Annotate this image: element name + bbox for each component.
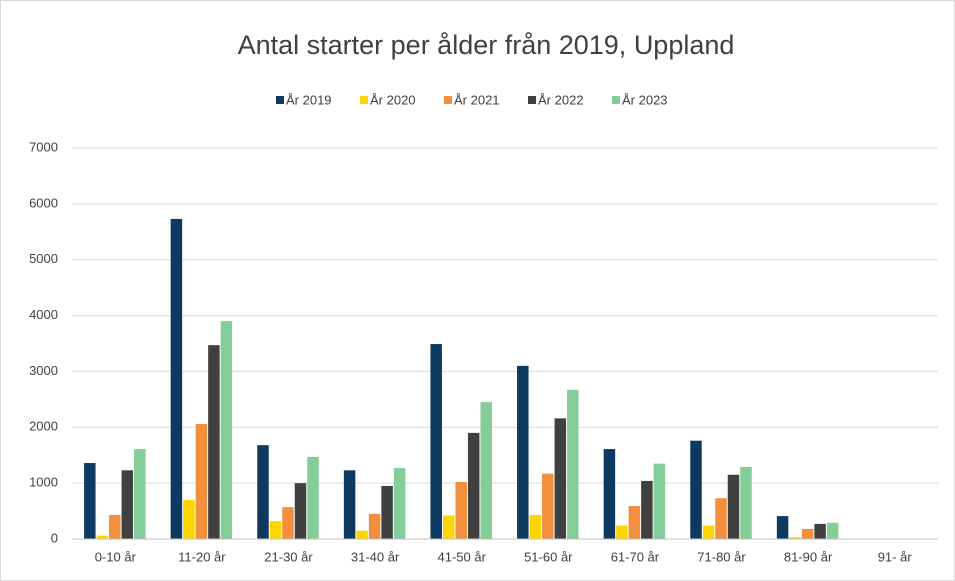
legend-label: År 2021 [454, 92, 500, 107]
bar [603, 449, 616, 539]
y-tick-label: 4000 [29, 307, 58, 322]
legend-swatch [360, 96, 368, 104]
bar [727, 474, 740, 539]
y-tick-label: 0 [51, 530, 58, 545]
x-tick-label: 11-20 år [178, 549, 226, 564]
bar [442, 515, 455, 539]
y-tick-label: 1000 [29, 475, 58, 490]
legend-swatch [276, 96, 284, 104]
bar [480, 402, 492, 539]
bar [170, 218, 183, 539]
bar [343, 470, 356, 539]
bar [690, 440, 702, 539]
legend-label: År 2020 [370, 92, 416, 107]
bar [96, 535, 109, 539]
x-tick-label: 51-60 år [524, 549, 573, 564]
bar [430, 344, 442, 539]
bar [220, 321, 233, 539]
legend-label: År 2019 [286, 92, 332, 107]
y-tick-label: 7000 [29, 139, 58, 154]
bar [134, 449, 146, 539]
bar [789, 537, 801, 539]
bar [554, 418, 567, 539]
bar [467, 432, 480, 539]
legend-swatch [528, 96, 536, 104]
y-tick-label: 5000 [29, 251, 58, 266]
bar [356, 530, 368, 539]
legend-label: År 2022 [538, 92, 584, 107]
bar [183, 499, 195, 539]
bar [776, 516, 789, 539]
bar [653, 463, 666, 539]
bar [702, 525, 715, 539]
x-tick-label: 81-90 år [784, 549, 833, 564]
legend-swatch [612, 96, 620, 104]
bar [567, 389, 579, 539]
x-tick-label: 71-80 år [697, 549, 746, 564]
chart-title: Antal starter per ålder från 2019, Uppla… [238, 30, 735, 60]
bar [529, 514, 542, 539]
bar [282, 507, 294, 539]
bar [715, 498, 727, 539]
x-tick-label: 41-50 år [437, 549, 486, 564]
bar [269, 521, 282, 539]
bar [517, 365, 529, 539]
bar [109, 514, 121, 539]
bar [381, 485, 393, 539]
bar [641, 480, 653, 539]
y-tick-label: 3000 [29, 363, 58, 378]
bar [455, 482, 467, 539]
bar [740, 466, 752, 539]
bar [542, 473, 554, 539]
legend-swatch [444, 96, 452, 104]
bar [121, 470, 134, 539]
bar [616, 525, 628, 539]
bar [814, 523, 826, 539]
bar [801, 528, 814, 539]
x-tick-label: 21-30 år [264, 549, 313, 564]
bar [208, 345, 220, 539]
bar [307, 456, 319, 539]
bar [294, 483, 307, 539]
x-tick-label: 91- år [878, 549, 913, 564]
x-tick-label: 61-70 år [611, 549, 660, 564]
bar [368, 513, 381, 539]
bar [628, 506, 641, 539]
x-tick-label: 31-40 år [351, 549, 400, 564]
bar [195, 423, 208, 539]
y-tick-label: 2000 [29, 419, 58, 434]
y-tick-label: 6000 [29, 195, 58, 210]
bar [826, 522, 839, 539]
bar [393, 468, 406, 539]
bar [84, 463, 96, 539]
x-tick-label: 0-10 år [95, 549, 137, 564]
bar [257, 445, 269, 539]
legend-label: År 2023 [622, 92, 668, 107]
